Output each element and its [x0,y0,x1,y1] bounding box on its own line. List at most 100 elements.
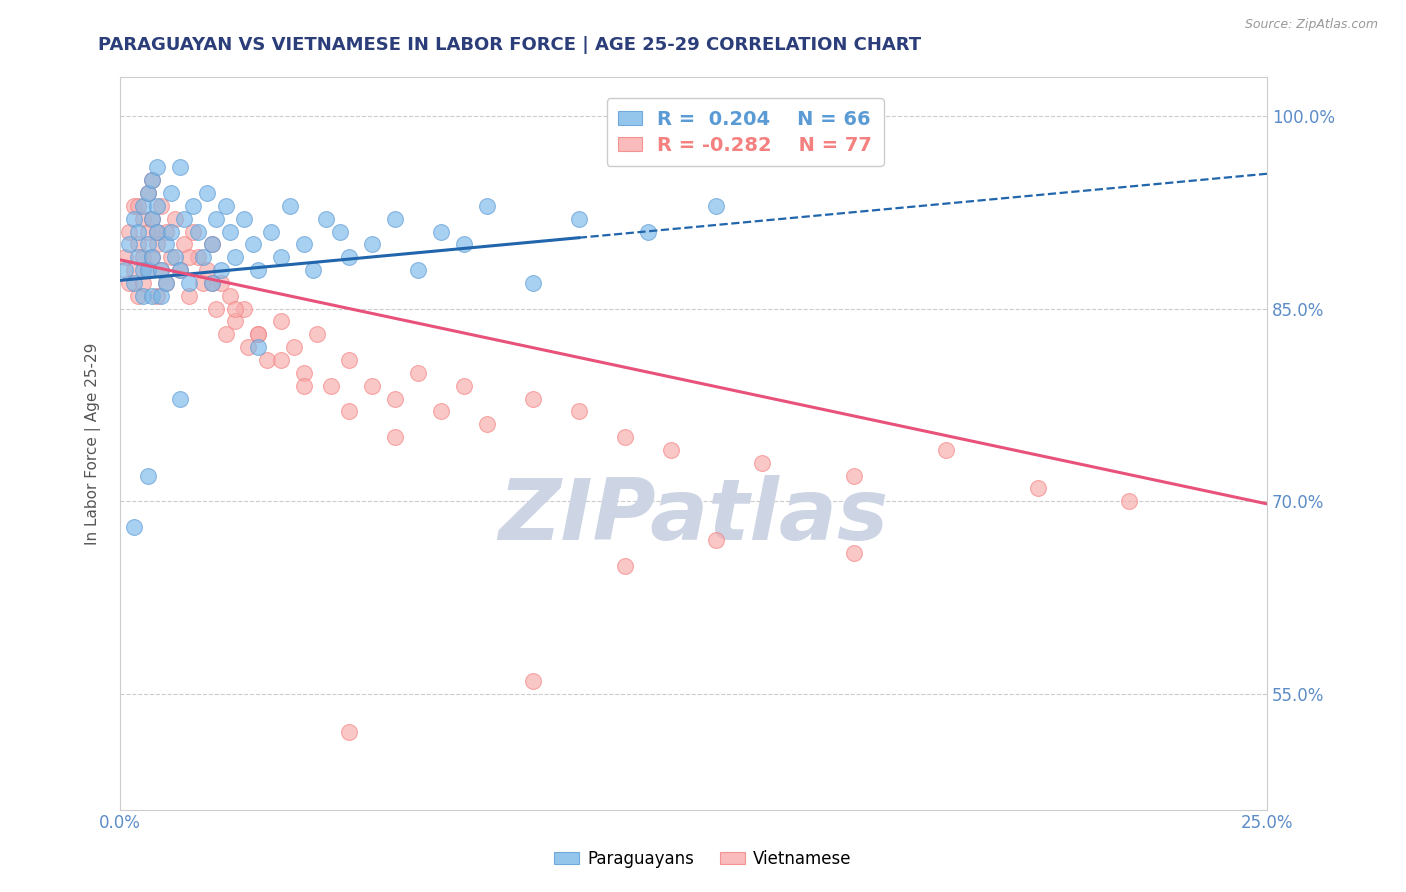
Vietnamese [136,186,159,200]
Paraguayans [201,276,224,290]
Paraguayans [141,250,163,264]
Vietnamese [155,225,177,239]
Legend: Paraguayans, Vietnamese: Paraguayans, Vietnamese [548,844,858,875]
Paraguayans [122,211,145,226]
Vietnamese [319,378,342,392]
Vietnamese [141,250,163,264]
Vietnamese [122,199,145,213]
Vietnamese [453,378,475,392]
Paraguayans [145,225,167,239]
Paraguayans [132,289,155,303]
Vietnamese [214,327,236,342]
Vietnamese [127,237,149,252]
Vietnamese [145,289,167,303]
Paraguayans [384,211,406,226]
Paraguayans [159,225,181,239]
Vietnamese [187,250,209,264]
Paraguayans [270,250,292,264]
Vietnamese [935,442,957,457]
Paraguayans [205,211,228,226]
Vietnamese [406,366,429,380]
Paraguayans [173,211,195,226]
Paraguayans [232,211,254,226]
Vietnamese [238,340,260,354]
Paraguayans [201,237,224,252]
Paraguayans [195,186,218,200]
Vietnamese [122,263,145,277]
Paraguayans [406,263,429,277]
Vietnamese [430,404,453,418]
Vietnamese [209,276,232,290]
Vietnamese [127,199,149,213]
Vietnamese [155,276,177,290]
Paraguayans [155,276,177,290]
Paraguayans [183,199,205,213]
Vietnamese [232,301,254,316]
Paraguayans [122,520,145,534]
Vietnamese [339,353,361,368]
Vietnamese [173,237,195,252]
Paraguayans [453,237,475,252]
Paraguayans [209,263,232,277]
Vietnamese [270,353,292,368]
Vietnamese [751,456,773,470]
Paraguayans [127,225,149,239]
Vietnamese [159,250,181,264]
Vietnamese [307,327,329,342]
Paraguayans [169,263,191,277]
Paraguayans [118,237,141,252]
Text: Source: ZipAtlas.com: Source: ZipAtlas.com [1244,18,1378,31]
Paraguayans [292,237,315,252]
Paraguayans [159,186,181,200]
Vietnamese [191,276,214,290]
Paraguayans [246,340,269,354]
Vietnamese [568,404,591,418]
Paraguayans [339,250,361,264]
Vietnamese [270,314,292,328]
Vietnamese [256,353,278,368]
Paraguayans [219,225,242,239]
Vietnamese [114,250,136,264]
Paraguayans [141,173,163,187]
Vietnamese [177,289,200,303]
Vietnamese [246,327,269,342]
Paraguayans [278,199,301,213]
Vietnamese [219,289,242,303]
Paraguayans [136,237,159,252]
Paraguayans [127,250,149,264]
Vietnamese [169,263,191,277]
Paraguayans [150,289,173,303]
Paraguayans [475,199,498,213]
Vietnamese [141,173,163,187]
Vietnamese [1026,482,1049,496]
Paraguayans [568,211,591,226]
Paraguayans [141,289,163,303]
Paraguayans [136,263,159,277]
Vietnamese [150,199,173,213]
Paraguayans [214,199,236,213]
Paraguayans [430,225,453,239]
Paraguayans [122,276,145,290]
Vietnamese [659,442,682,457]
Paraguayans [260,225,283,239]
Vietnamese [384,392,406,406]
Paraguayans [224,250,246,264]
Vietnamese [132,250,155,264]
Vietnamese [842,468,865,483]
Text: PARAGUAYAN VS VIETNAMESE IN LABOR FORCE | AGE 25-29 CORRELATION CHART: PARAGUAYAN VS VIETNAMESE IN LABOR FORCE … [98,36,921,54]
Vietnamese [127,289,149,303]
Vietnamese [183,225,205,239]
Paraguayans [522,276,544,290]
Paraguayans [145,161,167,175]
Y-axis label: In Labor Force | Age 25-29: In Labor Force | Age 25-29 [86,343,101,545]
Vietnamese [165,211,187,226]
Vietnamese [292,366,315,380]
Paraguayans [141,211,163,226]
Vietnamese [201,276,224,290]
Paraguayans [114,263,136,277]
Paraguayans [169,161,191,175]
Vietnamese [292,378,315,392]
Vietnamese [205,301,228,316]
Paraguayans [136,468,159,483]
Vietnamese [132,211,155,226]
